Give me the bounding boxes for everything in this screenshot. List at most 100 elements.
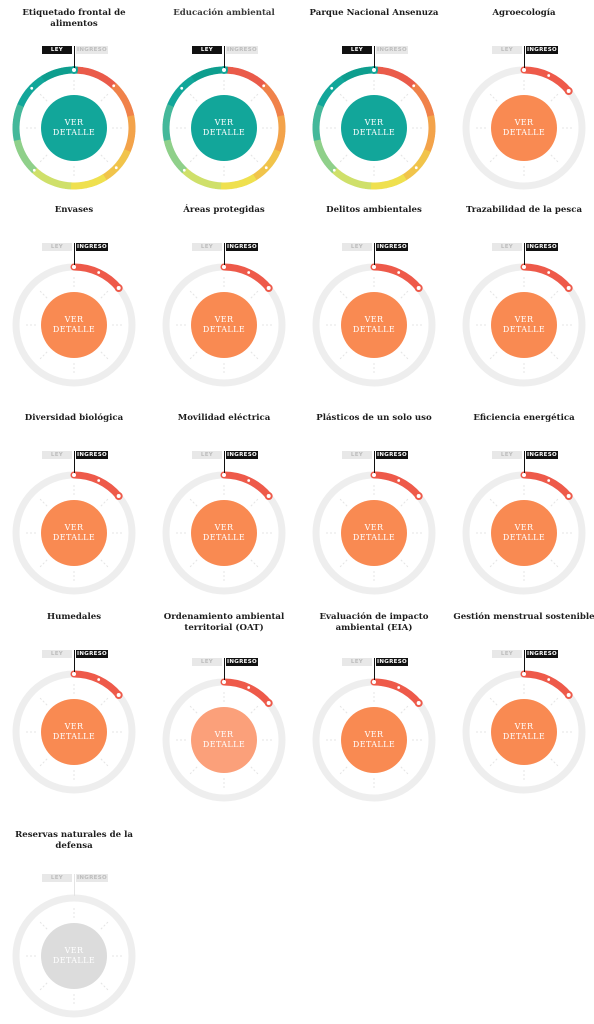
flag-ley: LEY	[192, 658, 222, 666]
progress-arc-segment	[204, 179, 212, 188]
dial-tick	[38, 351, 48, 361]
progress-arc-segment	[114, 86, 124, 96]
progress-arc-segment	[380, 181, 387, 190]
progress-arc-segment	[406, 168, 416, 178]
ver-detalle-button[interactable]: VER DETALLE	[341, 500, 407, 566]
progress-arc-segment	[243, 176, 253, 186]
ver-detalle-button[interactable]: VER DETALLE	[191, 292, 257, 358]
progress-arc-segment	[122, 99, 132, 109]
milestone-dot	[397, 271, 401, 274]
progress-arc-segment	[86, 68, 94, 77]
button-label-line1: VER	[64, 721, 84, 731]
progress-dial	[162, 471, 286, 595]
progress-arc-segment	[390, 69, 399, 79]
project-title: Parque Nacional Ansenuza	[309, 8, 439, 18]
project-card: Envases LEY INGRESO VER DETALLE	[0, 205, 148, 395]
flag-ingreso: INGRESO	[526, 243, 558, 251]
progress-arc-segment	[384, 180, 393, 189]
progress-arc-segment	[64, 181, 72, 190]
progress-arc-segment	[200, 69, 209, 78]
dial-tick	[188, 704, 198, 714]
dial-tick	[488, 559, 498, 569]
progress-arc-segment	[182, 78, 192, 88]
progress-arc-segment	[422, 99, 432, 109]
ver-detalle-button[interactable]: VER DETALLE	[41, 95, 107, 161]
progress-arc-segment	[214, 181, 222, 190]
dial-tick	[188, 92, 198, 102]
dial-tick	[38, 497, 48, 507]
progress-arc-segment	[252, 171, 262, 181]
dial-tick	[338, 351, 348, 361]
project-card: Evaluación de impacto ambiental (EIA) LEY…	[300, 612, 448, 802]
button-label-line2: DETALLE	[502, 325, 546, 334]
ver-detalle-button[interactable]: VER DETALLE	[41, 923, 107, 989]
dial-tick	[550, 758, 560, 768]
dial-tick	[550, 696, 560, 706]
dial-tick	[550, 154, 560, 164]
progress-arc-segment	[127, 130, 136, 138]
progress-arc-segment	[17, 98, 27, 107]
progress-arc-segment	[123, 144, 133, 153]
ver-detalle-button[interactable]: VER DETALLE	[341, 707, 407, 773]
dial-tick	[188, 559, 198, 569]
ver-detalle-button[interactable]: VER DETALLE	[491, 95, 557, 161]
dial-tick	[400, 92, 410, 102]
ver-detalle-button[interactable]: VER DETALLE	[491, 292, 557, 358]
flag-pole	[524, 243, 525, 265]
arc-start-dot	[522, 473, 526, 477]
ver-detalle-button[interactable]: VER DETALLE	[491, 500, 557, 566]
progress-arc-segment	[22, 89, 32, 99]
milestone-dot	[97, 678, 101, 681]
milestone-dot	[32, 168, 36, 172]
progress-arc-segment	[419, 153, 429, 162]
progress-knob	[414, 699, 423, 708]
progress-arc-segment	[35, 170, 45, 180]
ver-detalle-button[interactable]: VER DETALLE	[491, 699, 557, 765]
project-card: Parque Nacional Ansenuza LEY INGRESO VER DET…	[300, 8, 448, 198]
dial-tick	[488, 497, 498, 507]
progress-arc-segment	[165, 103, 175, 112]
dial-tick	[38, 559, 48, 569]
progress-arc-segment	[425, 140, 434, 148]
button-label-line1: VER	[64, 117, 84, 127]
project-title: Reservas naturales de la defensa	[15, 830, 133, 851]
ver-detalle-button[interactable]: VER DETALLE	[41, 292, 107, 358]
ver-detalle-button[interactable]: VER DETALLE	[191, 95, 257, 161]
project-title: Ordenamiento ambiental territorial (OAT)	[163, 612, 285, 633]
progress-arc-segment	[164, 108, 173, 116]
dial-tick	[488, 758, 498, 768]
ver-detalle-button[interactable]: VER DETALLE	[41, 500, 107, 566]
dial-tick	[188, 497, 198, 507]
progress-knob	[114, 691, 123, 700]
flag-pole	[524, 650, 525, 672]
button-label-line1: VER	[214, 729, 234, 739]
dial-tick	[338, 154, 348, 164]
progress-arc-segment	[322, 89, 332, 99]
dial-tick	[550, 289, 560, 299]
project-title: Trazabilidad de la pesca	[465, 205, 583, 215]
dial-tick	[250, 766, 260, 776]
dial-tick	[100, 92, 110, 102]
progress-arc-segment	[169, 94, 179, 103]
progress-arc-segment	[276, 135, 285, 143]
project-title: Evaluación de impacto ambiental (EIA)	[319, 612, 429, 633]
ver-detalle-button[interactable]: VER DETALLE	[191, 500, 257, 566]
flag-ingreso: INGRESO	[376, 658, 408, 666]
progress-arc-segment	[324, 160, 334, 170]
progress-arc-segment	[61, 66, 68, 75]
flag-pole	[224, 658, 225, 680]
button-label-line1: VER	[364, 729, 384, 739]
ver-detalle-button[interactable]: VER DETALLE	[341, 292, 407, 358]
progress-arc-segment	[230, 181, 237, 190]
arc-start-dot	[372, 680, 376, 684]
ver-detalle-button[interactable]: VER DETALLE	[41, 699, 107, 765]
dial-tick	[488, 92, 498, 102]
progress-arc-segment	[427, 130, 436, 138]
button-label-line1: VER	[514, 721, 534, 731]
ver-detalle-button[interactable]: VER DETALLE	[191, 707, 257, 773]
progress-dial	[12, 670, 136, 794]
project-card: Humedales LEY INGRESO VER DETALLE	[0, 612, 148, 802]
ver-detalle-button[interactable]: VER DETALLE	[341, 95, 407, 161]
dial-tick	[100, 758, 110, 768]
progress-arc-segment	[416, 157, 426, 167]
